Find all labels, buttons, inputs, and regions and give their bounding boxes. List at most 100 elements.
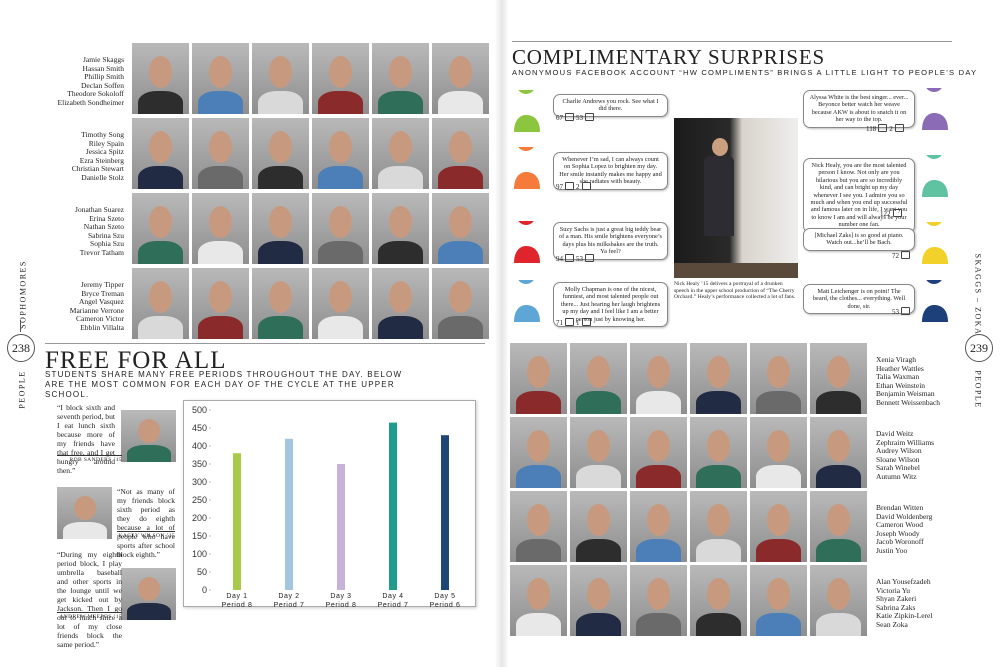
- portrait-head: [707, 429, 730, 462]
- portrait-photo: [690, 417, 747, 488]
- x-tick-label: Day 3 Period 8: [325, 593, 357, 609]
- portrait-body: [755, 613, 802, 636]
- portrait-head: [329, 280, 352, 313]
- portrait-photo: [432, 43, 489, 114]
- portrait-head: [269, 205, 292, 238]
- y-tick-label: 0: [202, 585, 207, 595]
- post-bubble: [Michael Zaks] is so good at piano. Watc…: [803, 228, 915, 251]
- student-name: David Weitz: [876, 429, 914, 438]
- student-name: Alan Yousefzadeh: [876, 577, 931, 586]
- anonymous-icon: [922, 222, 948, 264]
- gutter: [495, 0, 509, 667]
- reaction-counts: 97 2: [556, 182, 593, 191]
- portrait-photo: [810, 565, 867, 636]
- portrait-head: [149, 280, 172, 313]
- portrait-head: [647, 503, 670, 536]
- portrait-photo: [510, 565, 567, 636]
- icon-silhouette: [514, 115, 540, 132]
- portrait-photo: [810, 343, 867, 414]
- anonymous-icon: [514, 147, 540, 189]
- icon-question: [521, 153, 532, 165]
- comments-count: 2: [889, 125, 893, 133]
- portrait-head: [767, 355, 790, 388]
- comments-count: 53: [576, 255, 583, 263]
- portrait-photo: [312, 268, 369, 339]
- post-bubble: Whenever I’m sad, I can always count on …: [553, 152, 668, 190]
- portrait-head: [149, 130, 172, 163]
- portrait-body: [377, 91, 424, 114]
- portrait-body: [815, 391, 862, 414]
- y-tick-label: 400: [192, 441, 207, 451]
- student-name: Trevor Tatham: [79, 247, 124, 257]
- student-name: Audrey Wilson: [876, 446, 922, 456]
- student-name: Sloane Wilson: [876, 454, 920, 464]
- page-number: 238: [7, 334, 35, 362]
- portrait-body: [575, 391, 622, 414]
- portrait-head: [389, 130, 412, 163]
- icon-silhouette: [922, 113, 948, 130]
- portrait-photo: [252, 193, 309, 264]
- portrait-body: [437, 316, 484, 339]
- section-title: FREE FOR ALL: [45, 347, 227, 374]
- icon-silhouette: [518, 280, 534, 284]
- icon-question: [929, 94, 940, 106]
- portrait-head: [389, 55, 412, 88]
- anonymous-icon: [514, 280, 540, 322]
- portrait-body: [815, 613, 862, 636]
- portrait-photo: [750, 565, 807, 636]
- portrait-body: [815, 539, 862, 562]
- name-list: Xenia Viragh Heather Wattles Talia Waxman E…: [876, 355, 994, 408]
- student-name: Hassan Smith: [82, 63, 124, 73]
- anonymous-icon: [514, 90, 540, 132]
- section-subtitle: STUDENTS SHARE MANY FREE PERIODS THROUGH…: [45, 370, 403, 399]
- portrait-body: [377, 166, 424, 189]
- like-icon: [892, 209, 902, 217]
- portrait-body: [317, 91, 364, 114]
- icon-silhouette: [922, 247, 948, 264]
- portrait-photo: [252, 43, 309, 114]
- student-name: Brendan Witten: [876, 503, 924, 512]
- portrait-head: [149, 205, 172, 238]
- portrait-body: [317, 316, 364, 339]
- photo-caption: Nick Healy ’15 delivers a portrayal of a…: [674, 281, 796, 301]
- portrait-head: [389, 205, 412, 238]
- portrait-photo: [570, 343, 627, 414]
- portrait-photo: [132, 193, 189, 264]
- student-name: Autumn Witz: [876, 471, 917, 481]
- reaction-counts: 122: [880, 209, 904, 218]
- portrait-photo: [132, 118, 189, 189]
- portrait-photo: [121, 568, 176, 620]
- portrait-photo: [570, 491, 627, 562]
- bar: [337, 464, 345, 590]
- portrait-head: [329, 130, 352, 163]
- comment-icon: [581, 318, 591, 326]
- portrait-head: [587, 503, 610, 536]
- icon-question: [929, 228, 940, 240]
- portrait-body: [575, 613, 622, 636]
- portrait-body: [257, 316, 304, 339]
- portrait-photo: [372, 43, 429, 114]
- section-title: COMPLIMENTARY SURPRISES: [512, 45, 825, 69]
- y-tick-label: 200: [192, 513, 207, 523]
- name-list: David Weitz Zephraim Williams Audrey Wilso…: [876, 429, 994, 482]
- reaction-counts: 72: [892, 251, 912, 260]
- student-quote: “During my eighth period block, I play u…: [57, 550, 122, 649]
- portrait-photo: [510, 491, 567, 562]
- portrait-body: [635, 539, 682, 562]
- likes-count: 72: [892, 252, 899, 260]
- post-bubble: Charlie Andrews you rock. See what I did…: [553, 94, 668, 117]
- icon-silhouette: [922, 305, 948, 322]
- student-name: Joseph Woody: [876, 528, 920, 538]
- x-tick-label: Day 5 Period 6: [429, 593, 461, 609]
- student-name: Phillip Smith: [84, 72, 124, 82]
- student-name: Angel Vasquez: [78, 297, 124, 307]
- quote-author: Kacey Wilson ’15: [117, 531, 175, 539]
- student-name: Sean Zoka: [876, 619, 908, 629]
- student-name: Bryce Treman: [81, 288, 124, 298]
- portrait-photo: [57, 487, 112, 539]
- y-tick-label: 350: [192, 459, 207, 469]
- portrait-photo: [312, 193, 369, 264]
- student-name: Sarah Winebel: [876, 463, 920, 473]
- portrait-photo: [372, 268, 429, 339]
